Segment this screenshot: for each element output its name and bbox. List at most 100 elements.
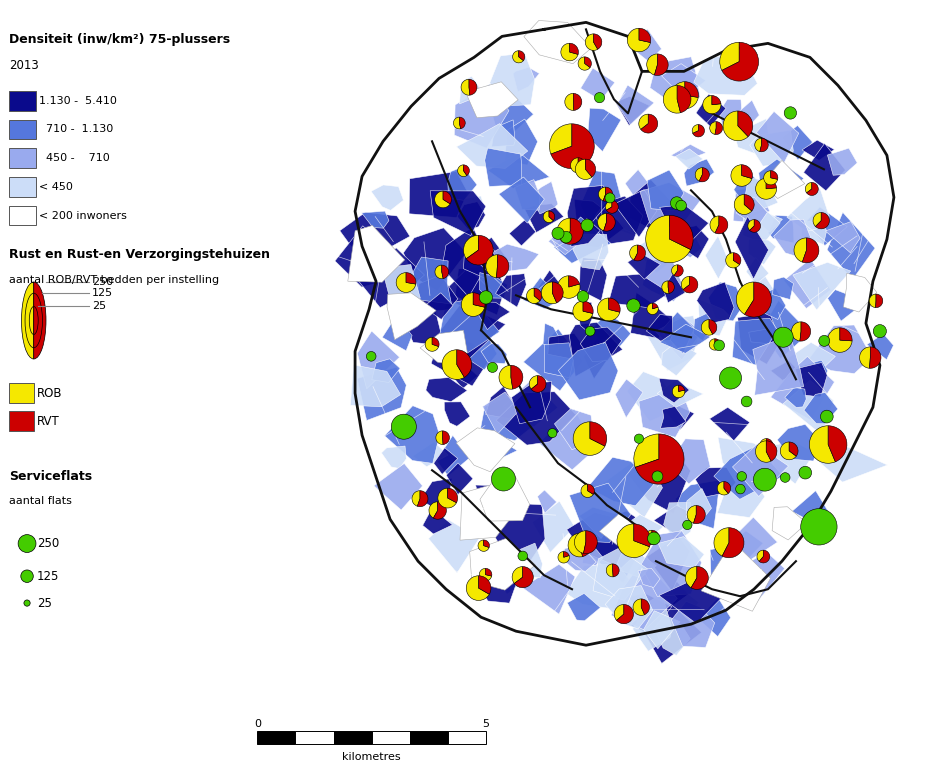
Wedge shape	[687, 505, 697, 523]
Polygon shape	[642, 603, 701, 664]
Polygon shape	[630, 292, 673, 338]
Bar	[9, 148, 36, 168]
Wedge shape	[557, 276, 580, 298]
Wedge shape	[568, 534, 583, 557]
Wedge shape	[614, 604, 623, 621]
Wedge shape	[722, 42, 758, 81]
Polygon shape	[772, 277, 793, 299]
Wedge shape	[604, 214, 615, 231]
Wedge shape	[542, 282, 557, 304]
Wedge shape	[672, 265, 678, 275]
Polygon shape	[664, 404, 695, 430]
Wedge shape	[744, 195, 754, 211]
Wedge shape	[486, 255, 497, 278]
Ellipse shape	[21, 570, 33, 582]
Wedge shape	[696, 168, 702, 181]
Polygon shape	[634, 238, 676, 273]
Text: aantal ROB/RVT bedden per instelling: aantal ROB/RVT bedden per instelling	[9, 275, 219, 285]
Wedge shape	[653, 303, 658, 309]
Circle shape	[581, 219, 593, 231]
Polygon shape	[455, 84, 509, 148]
Polygon shape	[549, 228, 586, 255]
Polygon shape	[580, 258, 607, 301]
Wedge shape	[581, 484, 593, 498]
Wedge shape	[755, 178, 776, 199]
Polygon shape	[480, 564, 516, 603]
Polygon shape	[384, 265, 420, 310]
Polygon shape	[615, 379, 642, 418]
Polygon shape	[480, 396, 534, 441]
Bar	[9, 177, 36, 197]
Polygon shape	[646, 536, 690, 591]
Wedge shape	[527, 288, 540, 304]
Polygon shape	[661, 406, 686, 428]
Polygon shape	[503, 380, 558, 427]
Polygon shape	[490, 53, 535, 106]
Circle shape	[652, 471, 663, 482]
Wedge shape	[760, 438, 772, 451]
Polygon shape	[423, 293, 453, 319]
Polygon shape	[479, 272, 508, 298]
Wedge shape	[790, 442, 798, 456]
Wedge shape	[672, 385, 685, 398]
Polygon shape	[638, 568, 661, 588]
Wedge shape	[685, 567, 697, 588]
Circle shape	[366, 351, 376, 361]
Wedge shape	[598, 214, 606, 231]
Polygon shape	[463, 244, 502, 278]
Polygon shape	[580, 171, 626, 228]
Wedge shape	[634, 524, 651, 547]
Polygon shape	[618, 599, 642, 626]
Polygon shape	[718, 552, 756, 592]
Polygon shape	[610, 511, 636, 528]
Wedge shape	[710, 216, 719, 233]
Text: Densiteit (inw/km²) 75-plussers: Densiteit (inw/km²) 75-plussers	[9, 33, 231, 46]
Polygon shape	[718, 438, 773, 487]
Polygon shape	[694, 313, 713, 341]
Ellipse shape	[24, 600, 30, 606]
Polygon shape	[640, 182, 700, 236]
Polygon shape	[809, 325, 872, 374]
Text: 125: 125	[92, 288, 113, 298]
Wedge shape	[715, 122, 722, 135]
Polygon shape	[686, 488, 712, 521]
Wedge shape	[745, 282, 772, 317]
Polygon shape	[768, 215, 794, 243]
Wedge shape	[569, 43, 579, 55]
Polygon shape	[844, 273, 877, 312]
Polygon shape	[668, 439, 710, 484]
Polygon shape	[655, 624, 690, 655]
Polygon shape	[524, 278, 564, 309]
Wedge shape	[564, 551, 569, 558]
Polygon shape	[694, 52, 757, 95]
Polygon shape	[362, 211, 389, 228]
Polygon shape	[777, 424, 820, 461]
Polygon shape	[495, 274, 527, 307]
Polygon shape	[510, 219, 536, 246]
Polygon shape	[496, 391, 576, 445]
Polygon shape	[543, 323, 559, 351]
Wedge shape	[531, 375, 546, 392]
Wedge shape	[593, 34, 602, 49]
Text: < 450: < 450	[39, 181, 73, 191]
Polygon shape	[828, 212, 875, 280]
Wedge shape	[683, 276, 698, 293]
Polygon shape	[633, 594, 672, 651]
Wedge shape	[412, 491, 420, 506]
Polygon shape	[422, 508, 453, 534]
Wedge shape	[549, 124, 572, 154]
Text: < 200 inwoners: < 200 inwoners	[39, 211, 127, 221]
Polygon shape	[802, 140, 834, 161]
Polygon shape	[751, 288, 786, 319]
Circle shape	[801, 508, 837, 545]
Polygon shape	[499, 177, 545, 223]
Wedge shape	[434, 501, 446, 519]
Polygon shape	[459, 196, 484, 215]
Polygon shape	[412, 257, 452, 304]
Polygon shape	[671, 145, 706, 160]
Wedge shape	[461, 293, 485, 316]
Polygon shape	[710, 544, 759, 608]
Wedge shape	[754, 138, 761, 151]
Polygon shape	[739, 100, 759, 126]
Wedge shape	[661, 281, 669, 294]
